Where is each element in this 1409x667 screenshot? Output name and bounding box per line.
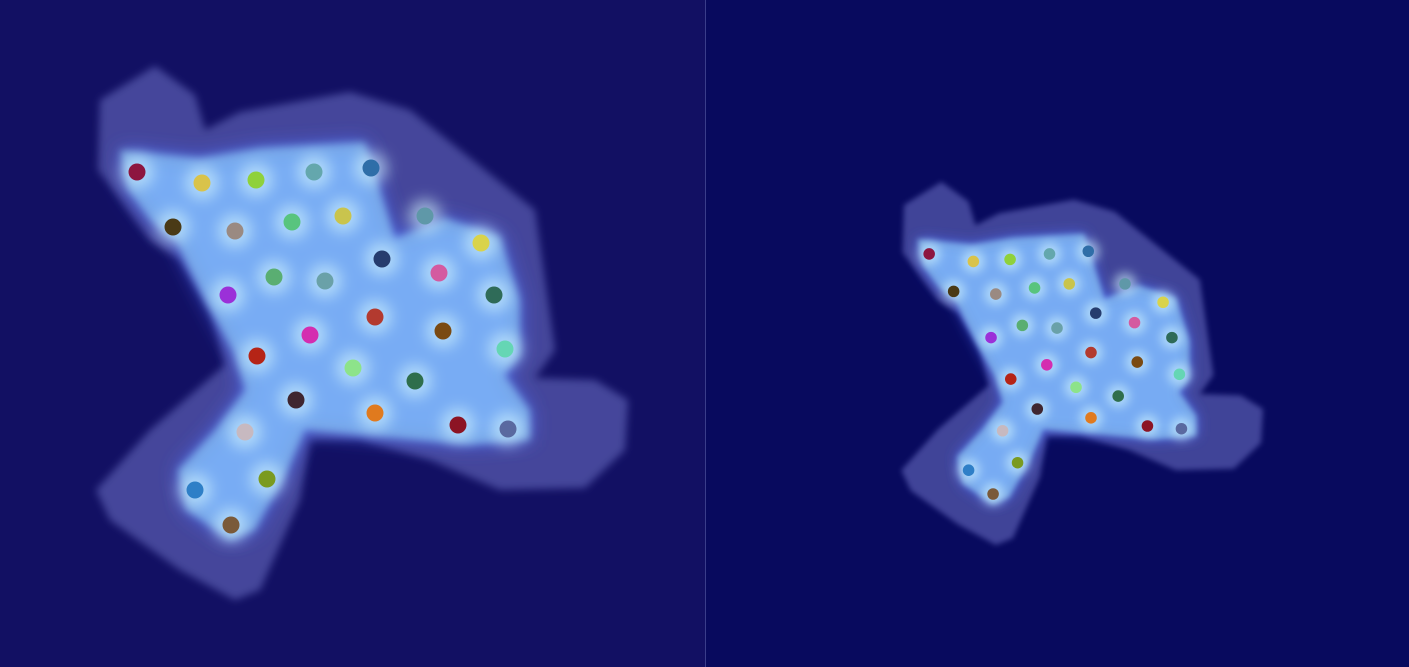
heat-hotspots bbox=[120, 151, 525, 542]
keypoints bbox=[923, 245, 1188, 500]
keypoint-dot bbox=[1157, 296, 1169, 309]
right-panel bbox=[706, 0, 1409, 667]
keypoint-dot bbox=[222, 516, 240, 534]
keypoint-dot bbox=[1041, 359, 1053, 371]
keypoint-dot bbox=[990, 288, 1002, 300]
keypoint-dot bbox=[985, 331, 997, 344]
keypoint-dot bbox=[316, 272, 334, 290]
keypoint-dot bbox=[449, 416, 467, 434]
keypoint-dot bbox=[265, 268, 283, 286]
right-heatmap-image bbox=[706, 0, 1409, 667]
keypoint-dot bbox=[1166, 331, 1178, 344]
keypoint-dot bbox=[248, 347, 266, 365]
keypoint-dot bbox=[1004, 253, 1016, 266]
keypoint-dot bbox=[1004, 373, 1017, 385]
keypoint-dot bbox=[1141, 420, 1154, 432]
keypoint-dot bbox=[923, 248, 935, 260]
keypoint-dot bbox=[258, 470, 276, 488]
keypoint-dot bbox=[499, 420, 517, 438]
keypoint-dot bbox=[236, 423, 254, 441]
keypoint-dot bbox=[1063, 278, 1076, 290]
keypoint-dot bbox=[193, 174, 211, 192]
keypoint-dot bbox=[287, 391, 305, 409]
keypoint-dot bbox=[1043, 248, 1056, 260]
keypoint-dot bbox=[996, 424, 1009, 437]
keypoint-dot bbox=[1173, 368, 1186, 381]
keypoint-dot bbox=[406, 372, 424, 390]
keypoint-dot bbox=[947, 285, 960, 298]
keypoint-dot bbox=[305, 163, 323, 181]
keypoint-dot bbox=[434, 322, 452, 340]
keypoint-dot bbox=[247, 171, 265, 189]
keypoint-dot bbox=[1112, 390, 1124, 402]
keypoint-dot bbox=[430, 264, 448, 282]
keypoint-dot bbox=[362, 159, 380, 177]
keypoint-dot bbox=[1031, 403, 1044, 415]
keypoint-dot bbox=[226, 222, 244, 240]
keypoint-dot bbox=[1175, 422, 1188, 435]
left-panel bbox=[96, 66, 628, 600]
keypoint-dot bbox=[485, 286, 503, 304]
keypoint-dot bbox=[472, 234, 490, 252]
keypoints bbox=[128, 159, 517, 534]
keypoint-dot bbox=[373, 250, 391, 268]
keypoint-dot bbox=[1089, 307, 1102, 319]
keypoint-dot bbox=[987, 488, 999, 500]
keypoint-dot bbox=[1131, 356, 1144, 368]
keypoint-dot bbox=[186, 481, 204, 499]
panel-divider bbox=[705, 0, 706, 667]
keypoint-dot bbox=[967, 255, 980, 268]
keypoint-dot bbox=[1016, 319, 1029, 332]
keypoint-dot bbox=[164, 218, 182, 236]
left-heatmap-image bbox=[96, 66, 628, 600]
keypoint-dot bbox=[366, 404, 384, 422]
keypoint-dot bbox=[1128, 316, 1141, 329]
keypoint-dot bbox=[1082, 245, 1095, 258]
keypoint-dot bbox=[1051, 322, 1063, 334]
keypoint-dot bbox=[334, 207, 352, 225]
keypoint-dot bbox=[344, 359, 362, 377]
keypoint-dot bbox=[1085, 412, 1097, 424]
keypoint-dot bbox=[962, 464, 975, 476]
keypoint-dot bbox=[496, 340, 514, 358]
keypoint-dot bbox=[1070, 381, 1082, 394]
keypoint-dot bbox=[366, 308, 384, 326]
keypoint-dot bbox=[1028, 282, 1041, 294]
keypoint-dot bbox=[219, 286, 237, 304]
keypoint-dot bbox=[1119, 278, 1131, 290]
keypoint-dot bbox=[1085, 346, 1097, 359]
keypoint-dot bbox=[283, 213, 301, 231]
keypoint-dot bbox=[1011, 456, 1024, 469]
keypoint-dot bbox=[416, 207, 434, 225]
keypoint-dot bbox=[301, 326, 319, 344]
keypoint-dot bbox=[128, 163, 146, 181]
